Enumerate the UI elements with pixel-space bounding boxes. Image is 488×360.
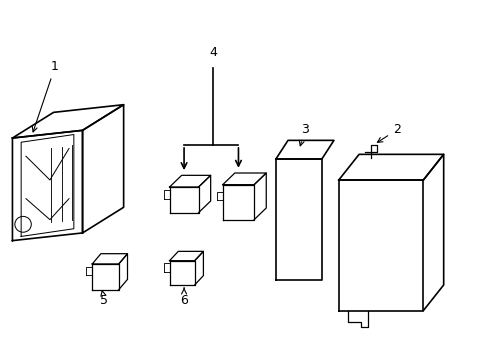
- Text: 6: 6: [180, 288, 187, 307]
- Text: 2: 2: [377, 123, 400, 142]
- Text: 5: 5: [100, 291, 108, 307]
- Text: 4: 4: [209, 46, 217, 59]
- Text: 1: 1: [32, 60, 59, 132]
- Text: 3: 3: [299, 123, 308, 146]
